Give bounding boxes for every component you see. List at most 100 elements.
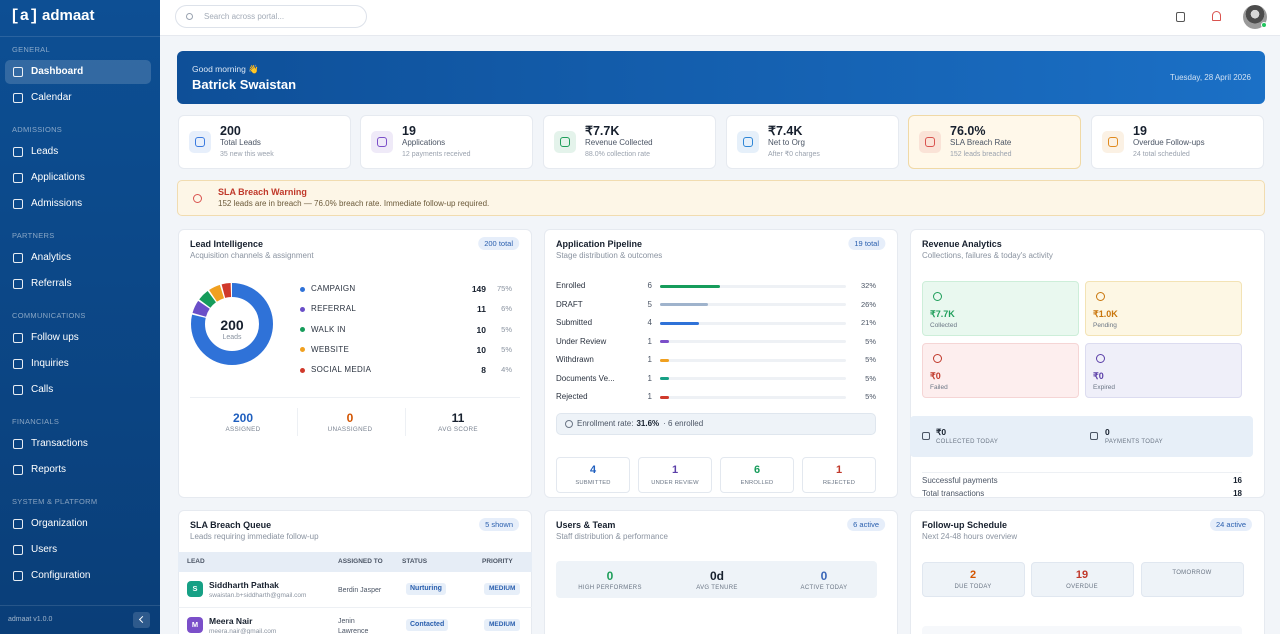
panel-badge: 24 active [1209,518,1252,531]
column-header: STATUS [402,558,428,565]
stat-icon-glyph [377,137,387,147]
nav-icon [13,93,23,103]
legend-label: WALK IN [311,324,346,334]
nav-item[interactable] [5,458,151,482]
divider [922,472,1242,473]
nav-icon [13,571,23,581]
stat-icon [371,131,393,153]
nav-item[interactable] [5,140,151,164]
nav-item[interactable] [5,352,151,376]
tile-label: Expired [1093,384,1116,391]
stage-name: Withdrawn [556,355,594,364]
stat-note: 12 payments received [402,151,471,158]
online-dot [1261,22,1267,28]
stat-note: 152 leads breached [950,151,1012,158]
followup-label: OVERDUE [1066,584,1098,590]
followup-label: DUE TODAY [954,584,992,590]
nav-item[interactable] [5,246,151,270]
nav-item[interactable] [5,60,151,84]
summary-value: 0 [346,411,354,425]
stat-card [360,115,533,169]
donut-segment [191,283,273,365]
panel-title: Lead Intelligence [190,239,264,249]
table-row[interactable] [178,572,532,608]
tile-label: Failed [930,384,948,391]
calendar-button[interactable] [1176,12,1185,22]
user-name: Batrick Swaistan [192,77,297,92]
legend-label: SOCIAL MEDIA [311,365,372,375]
search-input[interactable] [175,5,367,28]
stage-bar [660,377,670,380]
stage-name: Under Review [556,336,607,346]
pipeline-summary-tile [802,457,876,493]
legend-dot [300,327,305,333]
nav-item[interactable] [5,538,151,562]
table-header [178,552,532,572]
tile-value: 1 [835,464,843,476]
divider [190,397,520,398]
today-box [910,416,1253,457]
legend-label: CAMPAIGN [311,284,356,293]
column-header: LEAD [187,558,205,565]
team-stat-label: HIGH PERFORMERS [578,585,642,591]
tile-value: ₹0 [1093,371,1104,381]
stat-value: 200 [220,124,241,138]
nav-item[interactable] [5,272,151,296]
stage-track [660,321,846,325]
stat-label: Overdue Follow-ups [1133,138,1205,147]
enrollment-detail: · 6 enrolled [663,419,704,428]
stat-icon-glyph [925,137,935,147]
info-icon [565,420,573,428]
followup-value: 2 [969,569,977,581]
today-icon [922,432,930,440]
notification-button[interactable] [1212,11,1221,21]
nav-label: Follow ups [31,332,79,343]
nav-item[interactable] [5,378,151,402]
total-value: 16 [1233,476,1242,485]
column-header: ASSIGNED TO [338,558,383,565]
tile-value: 1 [671,464,679,476]
stage-bar [660,303,709,306]
stage-share: 5% [865,336,876,346]
stat-value: 76.0% [950,124,986,138]
nav-label: Leads [31,146,59,157]
stat-note: 88.0% collection rate [585,151,650,158]
nav-label: Applications [31,172,85,183]
tile-icon [933,354,942,363]
today-value: ₹0 [936,427,947,437]
assigned-to: Berdin Jasper [338,587,382,594]
nav-section-title: PARTNERS [12,231,55,240]
nav-icon [13,519,23,529]
legend-count: 10 [476,344,486,355]
team-stats [556,561,877,598]
tile-label: ENROLLED [740,480,774,486]
stat-label: Applications [402,138,446,147]
avatar-initial: S [192,584,198,593]
nav-label: Calendar [31,92,72,103]
tile-icon [1096,292,1105,301]
followup-list [922,626,1242,634]
stat-card [1091,115,1264,169]
nav-icon [13,173,23,183]
panel-title: Application Pipeline [556,239,643,249]
nav-item[interactable] [5,86,151,110]
nav-label: Admissions [31,198,83,209]
legend-share: 4% [501,365,512,375]
donut-center-label: Leads [222,334,242,341]
collapse-button[interactable] [133,612,150,628]
nav-icon [13,253,23,263]
today-label: PAYMENTS TODAY [1105,439,1163,445]
nav-section-title: SYSTEM & PLATFORM [12,497,98,506]
stage-share: 26% [860,299,876,309]
legend-dot [300,286,305,292]
legend-dot [300,306,305,312]
panel-badge: 200 total [478,237,519,250]
tile-icon [933,292,942,301]
team-stat-label: AVG TENURE [696,585,738,591]
stat-icon [1102,131,1124,153]
stage-track [660,303,846,306]
legend-share: 6% [501,304,512,314]
stat-icon [737,131,759,153]
panel-subtitle: Collections, failures & today's activity [922,251,1053,260]
nav-section-title: FINANCIALS [12,417,60,426]
